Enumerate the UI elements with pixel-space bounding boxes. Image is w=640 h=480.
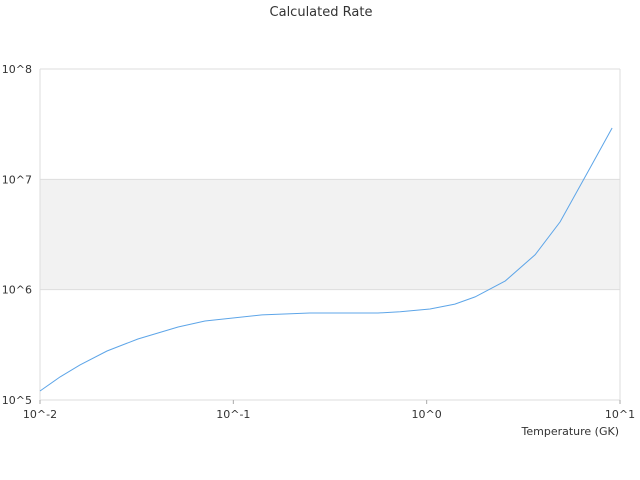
y-tick-label: 10^5 — [2, 394, 32, 407]
x-tick-label: 10^-1 — [216, 408, 250, 421]
x-tick-label: 10^-2 — [23, 408, 57, 421]
y-tick-label: 10^7 — [2, 173, 32, 186]
x-tick-label: 10^0 — [412, 408, 442, 421]
y-tick-label: 10^8 — [2, 63, 32, 76]
grid-band — [40, 179, 620, 290]
y-tick-label: 10^6 — [2, 284, 32, 297]
chart-title: Calculated Rate — [270, 5, 373, 20]
x-tick-label: 10^1 — [605, 408, 635, 421]
x-axis-label: Temperature (GK) — [521, 425, 620, 438]
data-line — [39, 127, 613, 392]
